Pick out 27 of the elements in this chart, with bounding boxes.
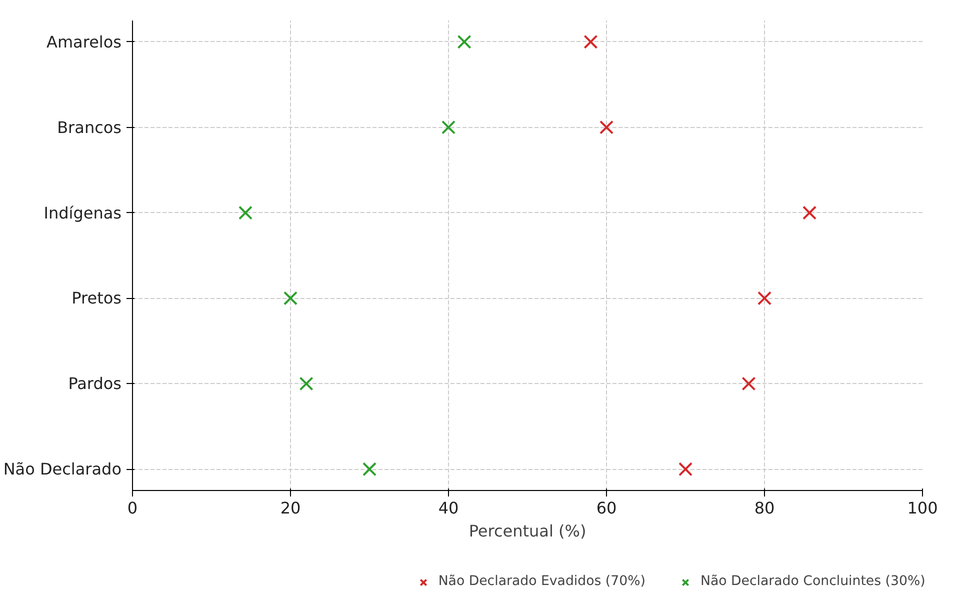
y-tick-label: Pardos <box>68 374 122 394</box>
x-tick-label: 40 <box>438 498 459 518</box>
point <box>457 34 472 49</box>
x-tick-label: 100 <box>907 498 938 518</box>
y-tick-label: Amarelos <box>46 32 122 52</box>
y-tick-label: Brancos <box>57 118 122 137</box>
point <box>441 120 456 134</box>
legend-label: Não Declarado Concluintes (30%) <box>700 574 926 589</box>
x-axis-title: Percentual (%) <box>468 522 586 540</box>
y-tick-label: Não Declarado <box>3 460 122 479</box>
x-tick-label: 80 <box>754 498 775 518</box>
point <box>802 206 817 220</box>
x-tick-label: 20 <box>280 498 301 518</box>
point <box>742 376 756 391</box>
point <box>283 291 298 306</box>
point <box>584 34 598 49</box>
legend-label: Não Declarado Evadidos (70%) <box>438 574 646 589</box>
x-tick-label: 0 <box>127 498 138 518</box>
point <box>678 462 693 476</box>
point <box>757 291 772 306</box>
point <box>362 462 377 476</box>
y-tick-label: Indígenas <box>44 203 122 222</box>
y-tick-label: Pretos <box>72 288 122 308</box>
point <box>238 206 252 220</box>
point <box>599 120 614 134</box>
point <box>299 376 314 391</box>
x-tick-label: 60 <box>596 498 617 518</box>
